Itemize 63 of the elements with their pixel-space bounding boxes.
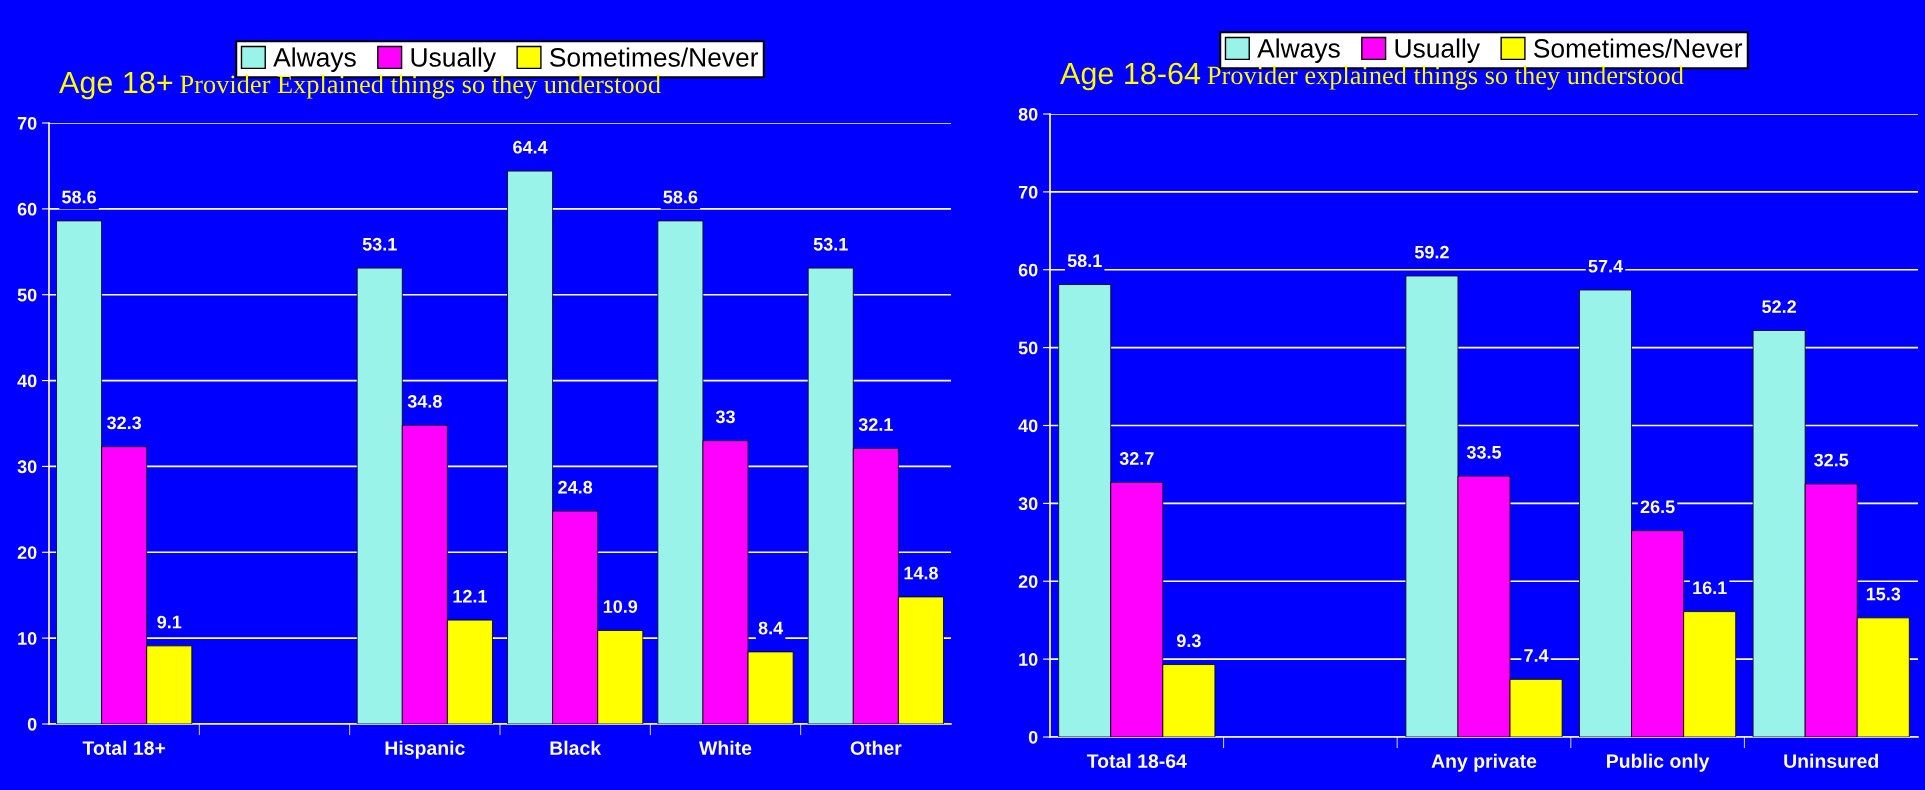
chart-title: Age 18+ (59, 71, 173, 100)
data-label: 33 (715, 410, 735, 424)
legend-label: Always (1257, 38, 1340, 63)
data-label: 12.1 (453, 589, 487, 603)
y-tick-label: 70 (1018, 185, 1038, 199)
data-label: 58.6 (663, 190, 698, 204)
data-label: 33.5 (1466, 445, 1502, 459)
legend-label: Sometimes/Never (550, 47, 759, 67)
y-tick-label: 0 (27, 717, 37, 731)
data-label: 32.1 (858, 418, 893, 431)
chart-subtitle: Provider Explained things so they understood (180, 74, 661, 99)
data-label: 58.6 (62, 190, 96, 204)
x-tick-label: Other (850, 740, 902, 755)
data-label: 8.4 (758, 621, 784, 635)
x-tick-label: Any private (1431, 753, 1537, 772)
data-label: 57.4 (1588, 259, 1623, 273)
data-label: 15.3 (1866, 587, 1901, 601)
data-label: 53.1 (813, 237, 848, 251)
y-tick-label: 40 (17, 374, 37, 388)
x-tick-label: Public only (1607, 753, 1710, 772)
x-tick-label: Total 18+ (82, 740, 166, 755)
legend-label: Always (273, 47, 356, 72)
data-label: 24.8 (558, 480, 593, 494)
data-label: 14.8 (904, 566, 938, 580)
data-label: 10.9 (603, 600, 638, 613)
data-label: 32.7 (1119, 452, 1154, 465)
y-tick-label: 60 (17, 202, 37, 216)
x-tick-label: Uninsured (1784, 753, 1878, 768)
y-tick-label: 70 (17, 116, 37, 130)
y-tick-label: 10 (1019, 653, 1038, 666)
data-label: 64.4 (513, 140, 548, 154)
y-tick-label: 40 (1018, 419, 1038, 433)
x-tick-label: Hispanic (385, 740, 465, 759)
y-tick-label: 50 (17, 288, 37, 302)
y-tick-label: 30 (17, 460, 37, 474)
y-tick-label: 80 (1018, 107, 1038, 121)
data-label: 34.8 (407, 394, 442, 408)
legend-label: Usually (411, 47, 496, 72)
y-tick-label: 0 (1028, 730, 1038, 744)
data-label: 32.3 (107, 416, 142, 430)
legend-label: Sometimes/Never (1534, 38, 1743, 58)
data-label: 59.2 (1414, 245, 1449, 259)
data-label: 32.5 (1814, 453, 1849, 467)
data-label: 9.1 (157, 615, 182, 629)
y-tick-label: 10 (18, 632, 37, 645)
chart-title: Age 18-64 (1060, 62, 1201, 91)
x-tick-label: Total 18-64 (1086, 753, 1187, 768)
data-label: 58.1 (1067, 254, 1102, 268)
y-tick-label: 60 (1018, 263, 1038, 277)
y-tick-label: 30 (1018, 497, 1038, 511)
y-tick-label: 20 (17, 546, 37, 560)
data-label: 52.2 (1762, 300, 1796, 314)
legend-label: Usually (1395, 38, 1480, 63)
y-tick-label: 50 (1018, 341, 1038, 355)
data-label: 9.3 (1176, 634, 1201, 648)
data-label: 53.1 (362, 237, 397, 251)
data-label: 26.5 (1640, 500, 1675, 514)
data-label: 16.1 (1693, 581, 1727, 595)
data-label: 7.4 (1524, 649, 1549, 662)
chart-subtitle: Provider explained things so they understood (1207, 65, 1684, 90)
y-tick-label: 20 (1018, 575, 1038, 588)
x-tick-label: Black (550, 740, 602, 755)
x-tick-label: White (699, 740, 752, 755)
